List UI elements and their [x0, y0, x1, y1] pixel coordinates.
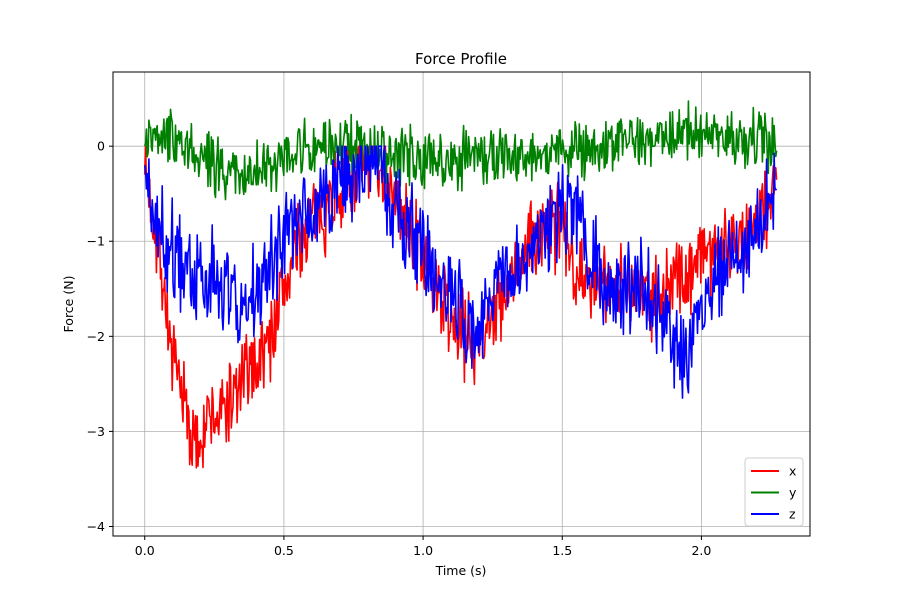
x-tick-label: 0.5: [274, 543, 294, 558]
x-tick-label: 1.0: [413, 543, 433, 558]
series-line-z: [143, 145, 778, 399]
y-axis-ticks: 0 −1 −2 −3 −4: [87, 139, 113, 534]
y-tick-label: −1: [87, 234, 105, 249]
legend: xyz: [744, 457, 804, 527]
y-tick-label: −4: [87, 519, 105, 534]
x-tick-label: 2.0: [691, 543, 711, 558]
series-line-x: [143, 145, 778, 469]
x-tick-label: 0.0: [135, 543, 155, 558]
legend-label-y: y: [789, 485, 797, 500]
series-lines: [143, 100, 778, 469]
x-tick-label: 1.5: [552, 543, 572, 558]
legend-label-z: z: [789, 507, 796, 522]
y-tick-label: −3: [87, 424, 105, 439]
plot-frame: [112, 71, 811, 537]
y-tick-label: 0: [97, 139, 105, 154]
x-axis-label: Time (s): [435, 563, 487, 578]
chart-title: Force Profile: [415, 50, 507, 68]
x-axis-ticks: 0.0 0.5 1.0 1.5 2.0: [135, 536, 711, 558]
y-tick-label: −2: [87, 329, 105, 344]
series-line-y: [143, 100, 778, 201]
y-axis-label: Force (N): [61, 276, 76, 333]
legend-label-x: x: [789, 464, 796, 479]
